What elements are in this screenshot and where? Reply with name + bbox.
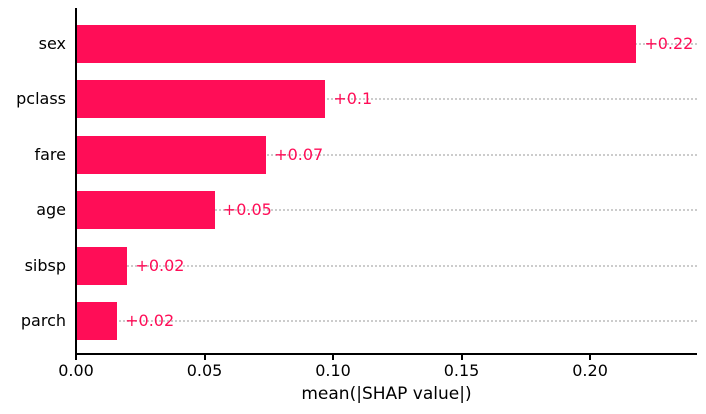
y-tick-label: age xyxy=(36,200,66,220)
bar xyxy=(76,302,118,340)
gridline xyxy=(76,264,697,267)
gridline xyxy=(76,209,697,212)
bar xyxy=(76,80,326,119)
gridline xyxy=(76,320,697,322)
bar xyxy=(76,25,637,63)
bar-value-label: +0.05 xyxy=(222,200,272,220)
y-tick-label: sex xyxy=(38,34,66,53)
x-tick-mark xyxy=(203,355,206,360)
bar-value-label: +0.02 xyxy=(135,255,185,275)
bar-value-label: +0.02 xyxy=(125,311,175,330)
x-tick-mark xyxy=(589,355,592,360)
x-tick-mark xyxy=(332,355,335,360)
plot-area: +0.22 +0.1 +0.07 +0.05 +0.02 +0.02 xyxy=(76,8,697,354)
bar-value-label: +0.07 xyxy=(274,144,324,164)
bar-value-label: +0.22 xyxy=(644,34,694,53)
x-tick-label: 0.20 xyxy=(572,361,608,380)
bar-value-label: +0.1 xyxy=(333,89,373,109)
x-axis-spine xyxy=(75,353,697,355)
bar xyxy=(76,246,128,285)
y-axis-spine xyxy=(75,8,77,355)
x-tick-label: 0.15 xyxy=(443,361,480,380)
y-tick-label: pclass xyxy=(16,89,66,109)
bar xyxy=(76,135,267,174)
x-tick-label: 0.10 xyxy=(315,361,351,380)
x-tick-mark xyxy=(460,355,463,360)
x-axis-label: mean(|SHAP value|) xyxy=(301,384,472,404)
bar xyxy=(76,191,215,230)
x-tick-label: 0.05 xyxy=(186,361,223,380)
y-tick-label: sibsp xyxy=(24,255,66,275)
gridline xyxy=(76,153,697,156)
x-tick-mark xyxy=(75,355,77,360)
x-tick-label: 0.00 xyxy=(58,361,94,380)
gridline xyxy=(76,98,697,101)
y-tick-label: parch xyxy=(20,311,66,330)
y-tick-label: fare xyxy=(34,144,66,164)
